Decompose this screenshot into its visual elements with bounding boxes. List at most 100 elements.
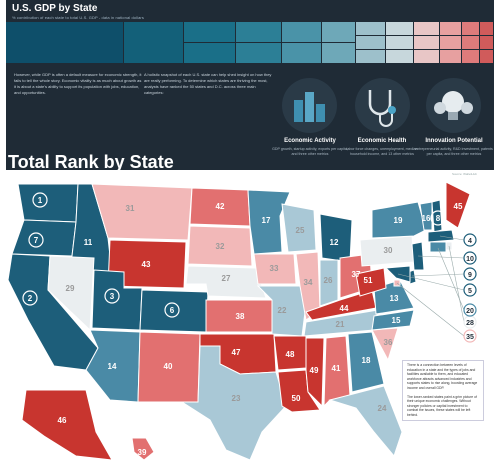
- state-shape-ut: [91, 269, 143, 331]
- card-title-innovation: Innovation Potential: [425, 138, 483, 144]
- callout-line: [439, 235, 465, 241]
- treemap-block: [414, 22, 439, 35]
- treemap-block: [414, 50, 439, 63]
- treemap-block: [480, 36, 493, 49]
- top-rank-ring: [164, 302, 180, 318]
- treemap-block: [462, 36, 479, 49]
- rank-label-oh: 37: [352, 270, 361, 279]
- note-box: There is a connection between levels of …: [402, 360, 484, 421]
- treemap-block: [322, 22, 355, 42]
- card-title-activity: Economic Activity: [284, 138, 336, 144]
- state-shape-sd: [187, 225, 253, 267]
- rank-label-sc: 36: [384, 338, 393, 347]
- rank-label-co: 6: [170, 306, 175, 315]
- treemap-block: [386, 50, 413, 63]
- rank-label-tn: 21: [336, 320, 345, 329]
- state-shape-wi: [281, 203, 317, 253]
- rank-label-de: 9: [468, 272, 472, 279]
- card-text-activity: GDP growth, startup activity, exports pe…: [272, 147, 348, 156]
- treemap-block: [184, 22, 235, 42]
- treemap-block: [440, 22, 461, 35]
- state-shape-nm: [137, 331, 201, 403]
- rank-label-nh: 8: [436, 214, 441, 223]
- callout-circle: [463, 233, 477, 247]
- rank-label-va: 13: [390, 294, 399, 303]
- treemap-block: [462, 50, 479, 63]
- state-shape-or: [11, 219, 77, 257]
- treemap-block: [282, 22, 321, 42]
- state-shape-ga: [347, 331, 385, 393]
- card-text-innovation: entrepreneurial activity, R&D investment…: [415, 147, 493, 156]
- state-shape-mn: [247, 189, 291, 255]
- intro-right-text: A holistic snapshot of each U.S. state c…: [144, 72, 272, 95]
- callout-circle: [463, 303, 477, 317]
- rank-label-me: 45: [454, 202, 463, 211]
- rank-label-ga: 18: [362, 356, 371, 365]
- treemap-block: [322, 43, 355, 63]
- rank-label-ok: 47: [232, 348, 241, 357]
- top-rank-ring: [22, 290, 38, 306]
- rank-label-md: 5: [468, 288, 472, 295]
- rank-label-nv: 29: [66, 284, 75, 293]
- treemap-block: [236, 22, 281, 42]
- state-shape-nc: [371, 309, 415, 331]
- state-shape-me: [445, 181, 471, 229]
- gdp-treemap: [6, 22, 493, 63]
- rank-label-sd: 32: [216, 242, 225, 251]
- treemap-block: [414, 36, 439, 49]
- source-credit: Source: WalletHub: [452, 172, 477, 176]
- rank-label-ar: 48: [286, 350, 295, 359]
- state-shape-wv: [355, 267, 387, 297]
- treemap-block: [440, 36, 461, 49]
- rank-label-ct: 20: [466, 308, 474, 315]
- state-shape-ct: [429, 241, 447, 253]
- treemap-block: [356, 50, 385, 63]
- rank-label-nj: 10: [466, 256, 474, 263]
- rank-label-mn: 17: [262, 216, 271, 225]
- rank-label-ak: 46: [58, 416, 67, 425]
- note-paragraph-2: The lower-ranked states paint a grim pic…: [407, 394, 477, 417]
- note-paragraph-1: There is a connection between levels of …: [407, 363, 478, 390]
- rank-label-nc: 15: [392, 316, 401, 325]
- rank-label-wy: 43: [142, 260, 151, 269]
- rank-label-or: 7: [34, 236, 39, 245]
- callout-line: [417, 255, 465, 259]
- rank-label-wa: 1: [38, 196, 43, 205]
- rank-label-vt: 16: [422, 214, 431, 223]
- treemap-block: [462, 22, 479, 35]
- rank-label-ri: 28: [466, 320, 474, 327]
- treemap-block: [480, 22, 493, 35]
- rank-label-mt: 31: [126, 204, 135, 213]
- callout-line: [397, 273, 465, 291]
- rank-label-fl: 24: [378, 404, 387, 413]
- top-rank-ring: [104, 288, 120, 304]
- treemap-block: [6, 22, 123, 63]
- rank-label-al: 41: [332, 364, 341, 373]
- rank-label-ky: 44: [340, 304, 349, 313]
- treemap-block: [184, 43, 235, 63]
- treemap-block: [282, 43, 321, 63]
- rank-label-pa: 30: [384, 246, 393, 255]
- state-shape-ia: [253, 253, 297, 285]
- callout-line: [396, 282, 465, 337]
- state-shape-in: [319, 259, 339, 307]
- callout-circle: [463, 283, 477, 297]
- rank-label-id: 11: [84, 238, 93, 247]
- state-shape-ny: [371, 201, 427, 239]
- callout-circle: [463, 329, 477, 343]
- top-rank-ring: [28, 232, 44, 248]
- state-rank-map: 1721129314331464042322738472317332248502…: [7, 181, 477, 461]
- rank-label-ut: 3: [110, 292, 115, 301]
- rank-label-hi: 39: [138, 448, 147, 457]
- rank-label-ms: 49: [310, 366, 319, 375]
- rank-label-nm: 40: [164, 362, 173, 371]
- state-shape-fl: [328, 385, 403, 458]
- rank-label-mi: 12: [330, 238, 339, 247]
- rank-label-az: 14: [108, 362, 117, 371]
- intro-left-text: However, while GDP is often a default me…: [14, 72, 142, 95]
- callout-circle: [463, 251, 477, 265]
- treemap-block: [386, 36, 413, 49]
- callout-circle: [463, 267, 477, 281]
- rank-title: Total Rank by State: [8, 152, 174, 172]
- rank-label-dc: 35: [466, 334, 474, 341]
